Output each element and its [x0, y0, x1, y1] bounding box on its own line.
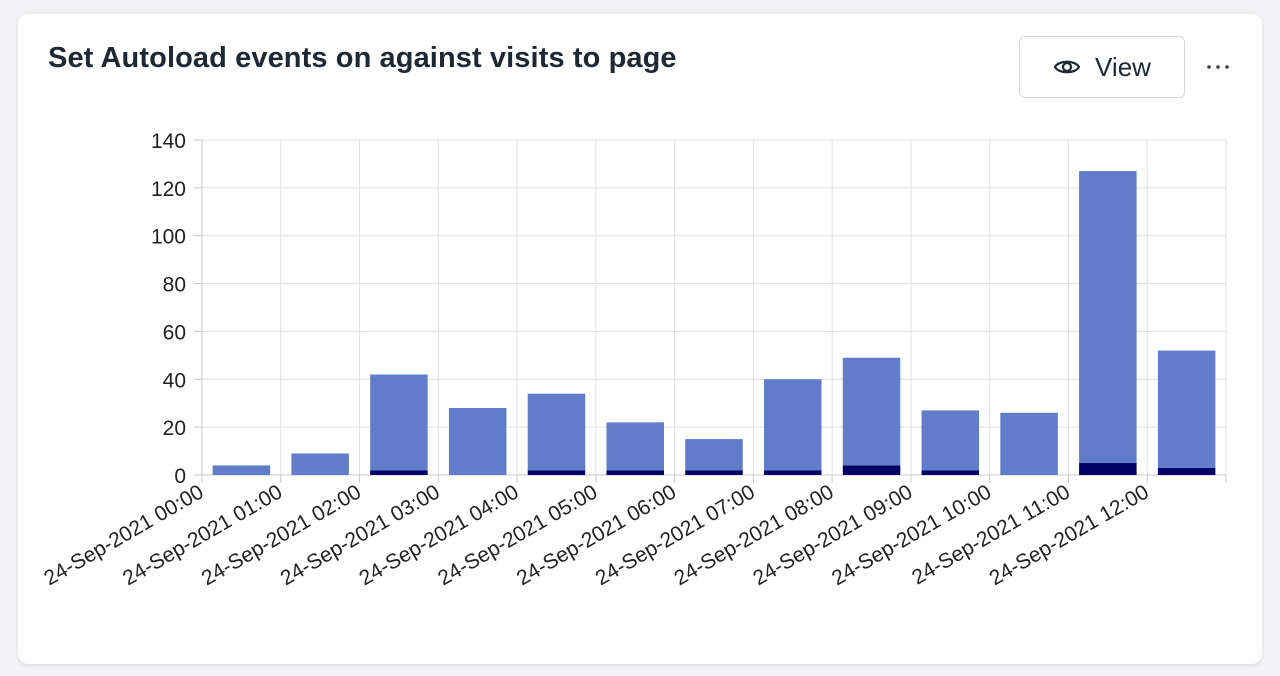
bar-segment	[921, 470, 980, 475]
bar-segment	[842, 357, 901, 466]
y-tick-label: 100	[151, 226, 186, 249]
bar-segment	[1079, 463, 1137, 475]
bar-segment	[370, 374, 428, 471]
bar-segment	[448, 408, 507, 475]
more-horizontal-icon	[1207, 65, 1229, 69]
bar-segment	[685, 439, 743, 471]
y-tick-label: 140	[151, 130, 186, 153]
bar-segment	[527, 470, 586, 475]
y-tick-label: 20	[163, 417, 186, 440]
more-options-button[interactable]	[1202, 52, 1234, 82]
eye-icon	[1053, 60, 1081, 74]
bar-segment	[685, 470, 743, 475]
bar-segment	[842, 465, 901, 475]
bar-segment	[527, 393, 586, 471]
bar-segment	[1157, 467, 1216, 475]
bar-segment	[212, 465, 271, 475]
bar-segment	[764, 470, 822, 475]
y-tick-label: 0	[174, 465, 186, 488]
bar-segment	[1000, 412, 1058, 475]
y-tick-label: 120	[151, 178, 186, 201]
bar-segment	[1157, 350, 1216, 468]
y-tick-label: 80	[163, 274, 186, 297]
y-tick-label: 60	[163, 321, 186, 344]
y-tick-label: 40	[163, 369, 186, 392]
bar-segment	[1079, 171, 1137, 464]
bar-segment	[291, 453, 349, 475]
bar-segment	[606, 422, 664, 471]
bar-segment	[606, 470, 664, 475]
view-button-label: View	[1095, 51, 1151, 82]
bar-segment	[921, 410, 980, 471]
view-button[interactable]: View	[1019, 36, 1185, 98]
bar-segment	[764, 379, 822, 471]
chart-card: Set Autoload events on against visits to…	[18, 14, 1262, 664]
bar-segment	[370, 470, 428, 475]
card-title: Set Autoload events on against visits to…	[48, 42, 677, 74]
